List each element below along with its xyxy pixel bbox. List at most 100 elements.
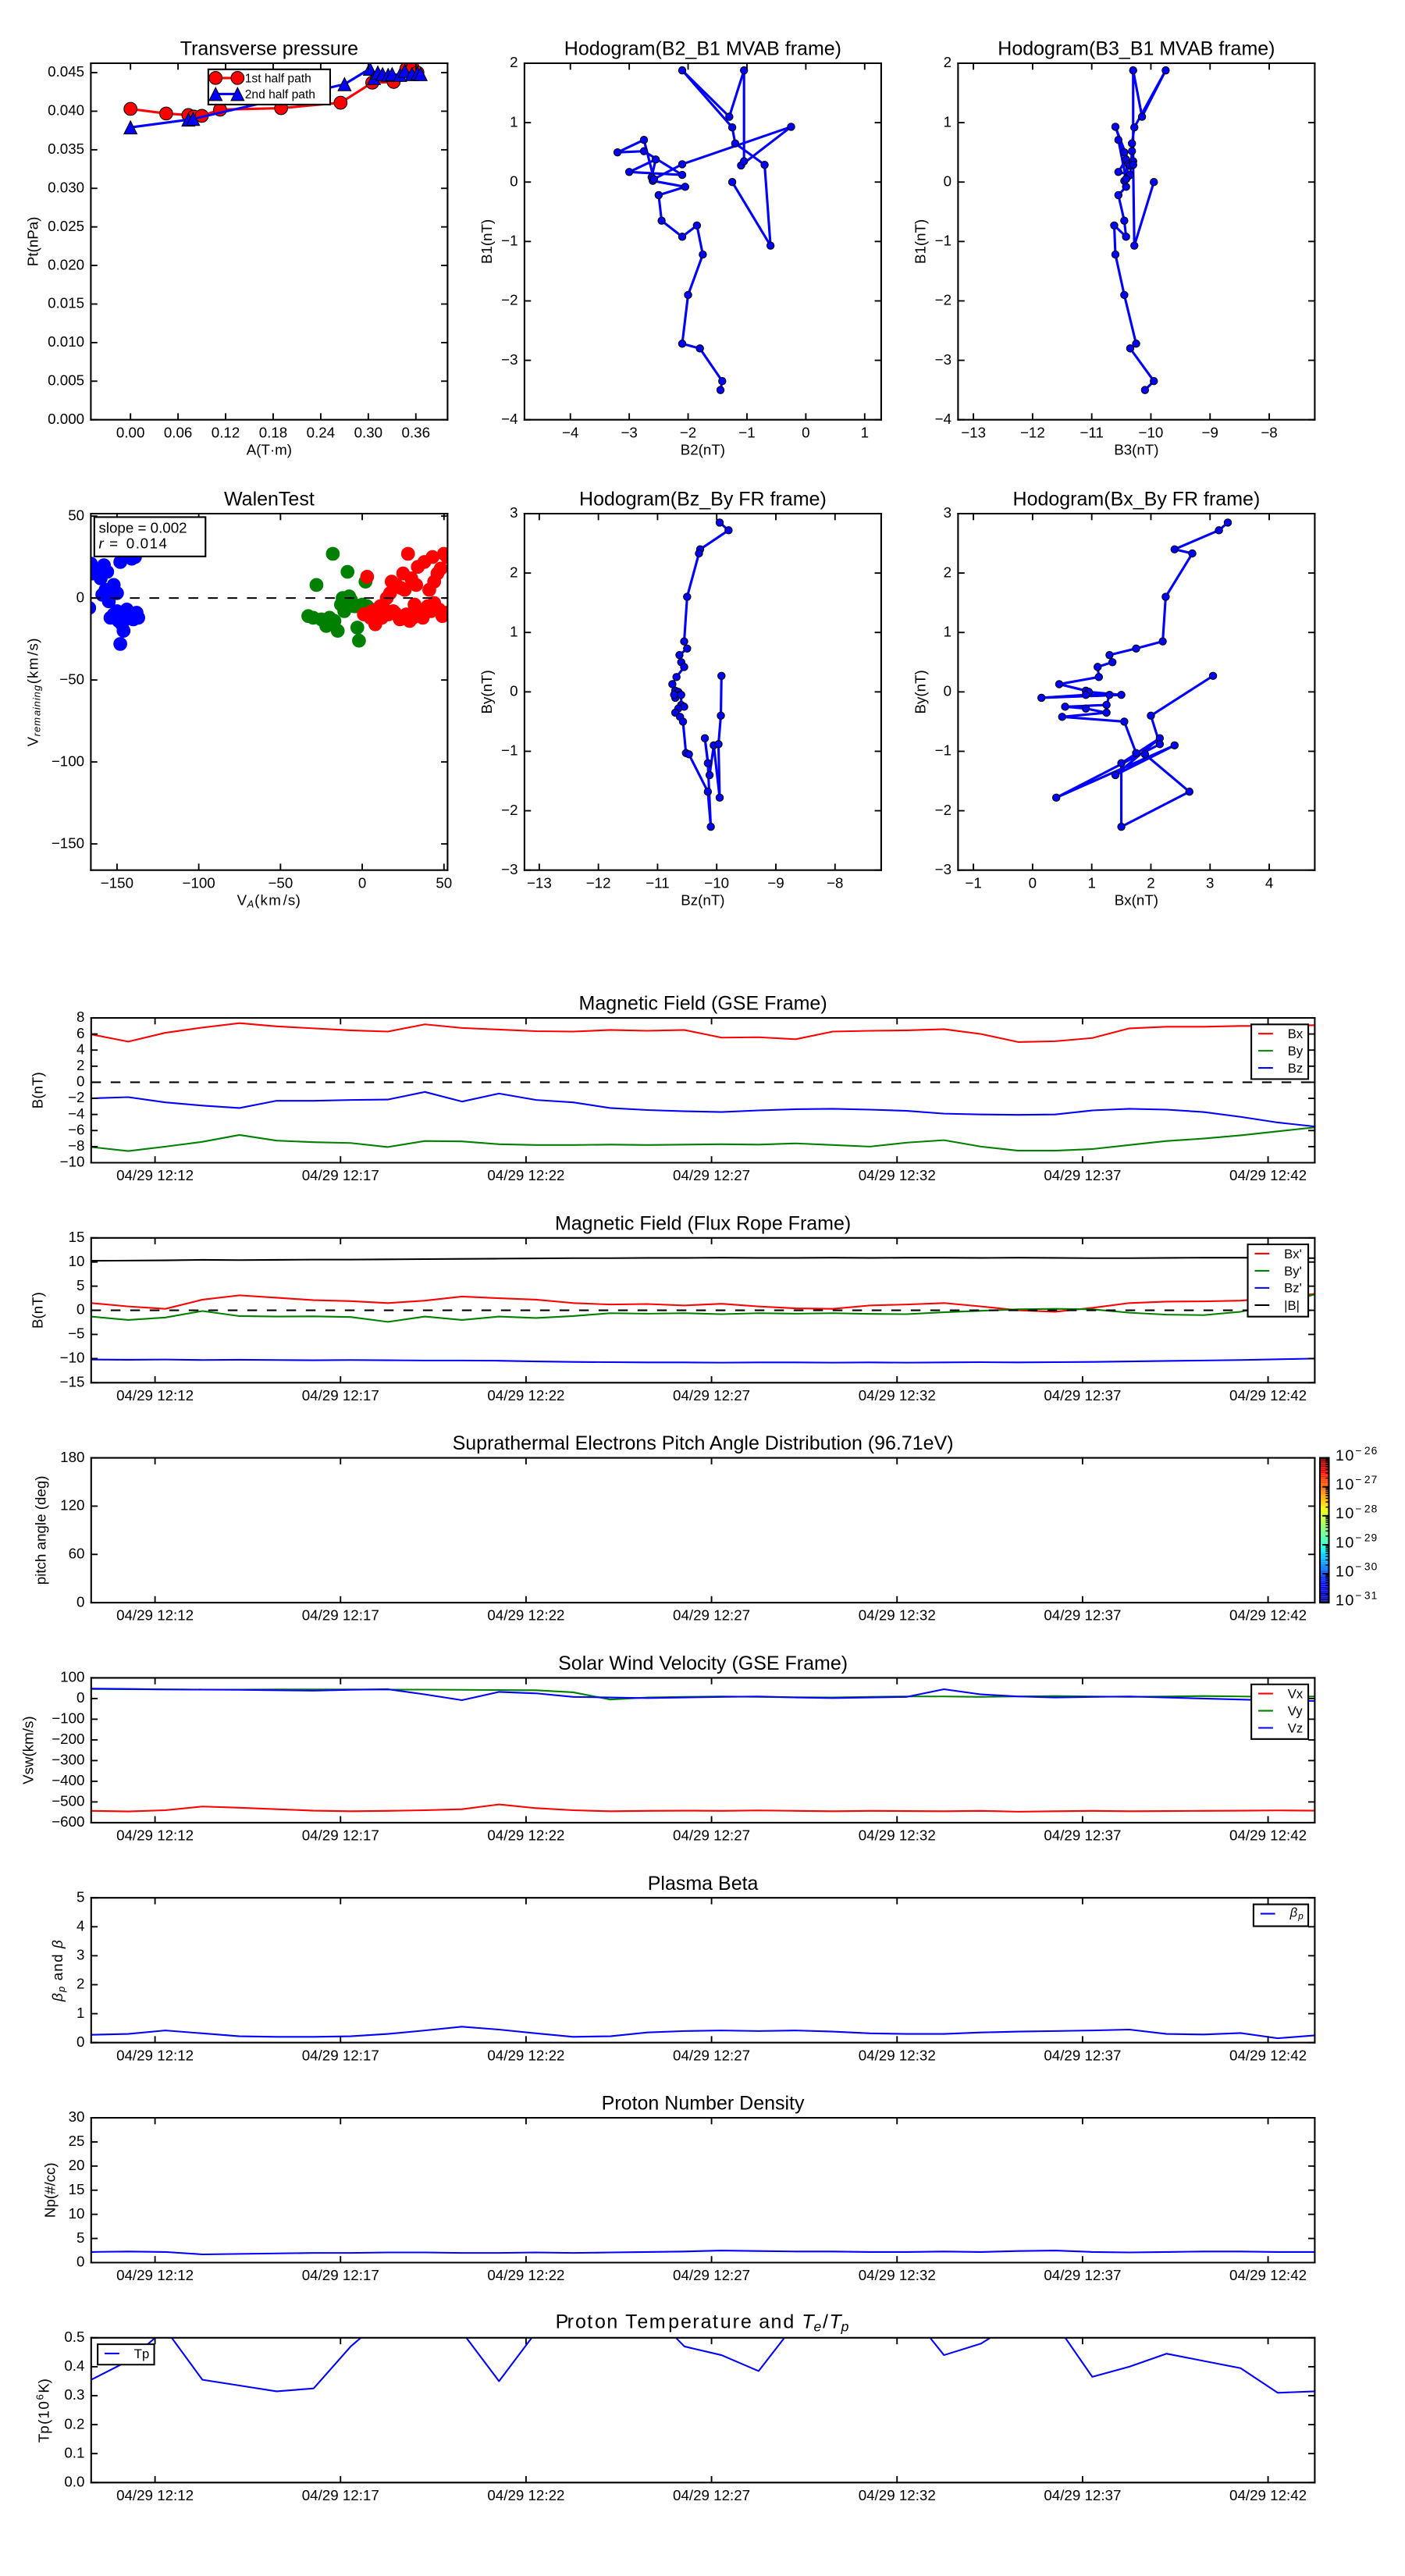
svg-text:−9: −9	[1202, 424, 1218, 440]
svg-text:−15: −15	[60, 1373, 85, 1389]
svg-text:1: 1	[510, 113, 518, 130]
svg-text:−500: −500	[52, 1793, 84, 1809]
svg-text:04/29 12:32: 04/29 12:32	[859, 1167, 936, 1183]
svg-text:−4: −4	[935, 411, 951, 427]
svg-text:0.36: 0.36	[402, 424, 431, 440]
svg-text:By(nT): By(nT)	[478, 670, 495, 713]
svg-text:04/29 12:17: 04/29 12:17	[302, 1827, 379, 1843]
svg-text:−200: −200	[52, 1731, 84, 1747]
svg-text:Hodogram(B3_B1 MVAB frame): Hodogram(B3_B1 MVAB frame)	[998, 38, 1275, 60]
svg-text:−3: −3	[501, 861, 518, 877]
svg-text:0: 0	[76, 589, 84, 605]
svg-text:Hodogram(B2_B1 MVAB frame): Hodogram(B2_B1 MVAB frame)	[564, 38, 841, 60]
svg-text:−100: −100	[52, 1710, 84, 1727]
svg-text:04/29 12:17: 04/29 12:17	[302, 2487, 379, 2503]
svg-text:P r o t: P r o t o n T e m p e r a t u r e a n d …	[556, 2306, 849, 2338]
svg-text:0: 0	[944, 683, 951, 699]
svg-text:Vy: Vy	[1288, 1703, 1303, 1718]
svg-text:1: 1	[861, 424, 869, 440]
svg-text:By': By'	[1284, 1264, 1302, 1279]
svg-text:−12: −12	[1020, 424, 1045, 440]
svg-text:−1: −1	[501, 742, 518, 759]
svg-text:Tp: Tp	[134, 2347, 149, 2361]
svg-text:0.4: 0.4	[64, 2357, 84, 2374]
svg-text:−100: −100	[183, 874, 215, 891]
svg-text:−10: −10	[704, 874, 729, 891]
svg-text:04/29 12:12: 04/29 12:12	[116, 1607, 194, 1624]
svg-text:0.000: 0.000	[48, 411, 84, 427]
svg-text:−150: −150	[101, 874, 133, 891]
svg-text:−2: −2	[935, 802, 951, 818]
svg-text:04/29 12:32: 04/29 12:32	[859, 1607, 936, 1624]
svg-text:0: 0	[76, 1301, 84, 1318]
svg-text:−2: −2	[935, 292, 951, 308]
svg-text:−150: −150	[52, 834, 84, 851]
svg-text:Plasma Beta: Plasma Beta	[648, 1873, 759, 1895]
svg-text:1: 1	[944, 623, 951, 639]
svg-text:Pt(nPa): Pt(nPa)	[24, 217, 41, 267]
svg-text:−100: −100	[52, 753, 84, 769]
svg-text:β β p: β β p a n d	[40, 1934, 71, 2002]
svg-text:04/29 12:32: 04/29 12:32	[859, 2487, 936, 2503]
svg-text:Bx: Bx	[1288, 1026, 1304, 1041]
svg-text:0.1: 0.1	[64, 2444, 84, 2460]
svg-text:−50: −50	[59, 671, 84, 687]
svg-text:04/29 12:12: 04/29 12:12	[116, 2487, 194, 2503]
svg-text:−50: −50	[268, 874, 293, 891]
svg-text:B2(nT): B2(nT)	[681, 442, 725, 458]
svg-text:04/29 12:27: 04/29 12:27	[673, 1607, 750, 1624]
svg-text:−3: −3	[621, 424, 637, 440]
svg-text:−300: −300	[52, 1752, 84, 1768]
svg-text:04/29 12:27: 04/29 12:27	[673, 1387, 750, 1404]
svg-text:04/29 12:12: 04/29 12:12	[116, 1387, 194, 1404]
svg-text:6: 6	[76, 1025, 84, 1041]
svg-text:04/29 12:27: 04/29 12:27	[673, 2487, 750, 2503]
svg-text:180: 180	[60, 1449, 84, 1465]
svg-text:1 0 −: 1 0 − 3 0	[1336, 1547, 1378, 1582]
svg-text:04/29 12:27: 04/29 12:27	[673, 1827, 750, 1843]
svg-text:Vsw(km/s): Vsw(km/s)	[20, 1716, 37, 1784]
svg-text:04/29 12:32: 04/29 12:32	[859, 2047, 936, 2063]
svg-text:−3: −3	[501, 351, 518, 368]
svg-text:0.24: 0.24	[307, 424, 336, 440]
svg-text:V ( k m: V ( k m / s ) A	[237, 882, 308, 911]
svg-text:04/29 12:42: 04/29 12:42	[1229, 2047, 1307, 2063]
svg-text:By(nT): By(nT)	[912, 670, 928, 713]
svg-text:04/29 12:17: 04/29 12:17	[302, 1607, 379, 1624]
svg-text:B1(nT): B1(nT)	[478, 219, 495, 264]
svg-text:0: 0	[510, 683, 518, 699]
svg-text:20: 20	[69, 2157, 85, 2173]
svg-text:04/29 12:37: 04/29 12:37	[1044, 1827, 1121, 1843]
svg-text:0.3: 0.3	[64, 2386, 84, 2403]
svg-text:120: 120	[60, 1497, 84, 1514]
svg-text:slope = 0.002: slope = 0.002	[98, 519, 187, 535]
svg-text:−10: −10	[60, 1154, 85, 1170]
svg-text:V ( k m: V ( k m / s ) r e m a i n i n g	[15, 632, 46, 746]
svg-text:0: 0	[510, 173, 518, 189]
svg-text:1: 1	[1087, 874, 1095, 891]
svg-text:0.005: 0.005	[48, 372, 84, 388]
svg-text:0: 0	[1029, 874, 1037, 891]
svg-text:0.020: 0.020	[48, 256, 84, 272]
svg-text:1: 1	[944, 113, 951, 130]
svg-text:04/29 12:12: 04/29 12:12	[116, 1827, 194, 1843]
svg-text:04/29 12:17: 04/29 12:17	[302, 2047, 379, 2063]
svg-text:0.5: 0.5	[64, 2329, 84, 2345]
svg-text:04/29 12:27: 04/29 12:27	[673, 2047, 750, 2063]
svg-text:−8: −8	[827, 874, 843, 891]
svg-text:8: 8	[76, 1009, 84, 1025]
svg-text:0.06: 0.06	[164, 424, 193, 440]
svg-text:1 0 −: 1 0 − 2 8	[1336, 1489, 1378, 1525]
svg-text:−8: −8	[68, 1137, 84, 1154]
svg-text:3: 3	[1206, 874, 1214, 891]
svg-text:04/29 12:42: 04/29 12:42	[1229, 1607, 1307, 1624]
svg-text:04/29 12:37: 04/29 12:37	[1044, 1387, 1121, 1404]
svg-text:−1: −1	[738, 424, 755, 440]
svg-text:1 0 −: 1 0 − 2 9	[1336, 1518, 1378, 1553]
svg-text:04/29 12:32: 04/29 12:32	[859, 2267, 936, 2283]
svg-text:−1: −1	[501, 233, 518, 249]
svg-text:04/29 12:42: 04/29 12:42	[1229, 1827, 1307, 1843]
svg-text:Magnetic Field (Flux Rope Fram: Magnetic Field (Flux Rope Frame)	[555, 1212, 851, 1234]
svg-text:−4: −4	[68, 1105, 84, 1122]
svg-text:0: 0	[944, 173, 951, 189]
